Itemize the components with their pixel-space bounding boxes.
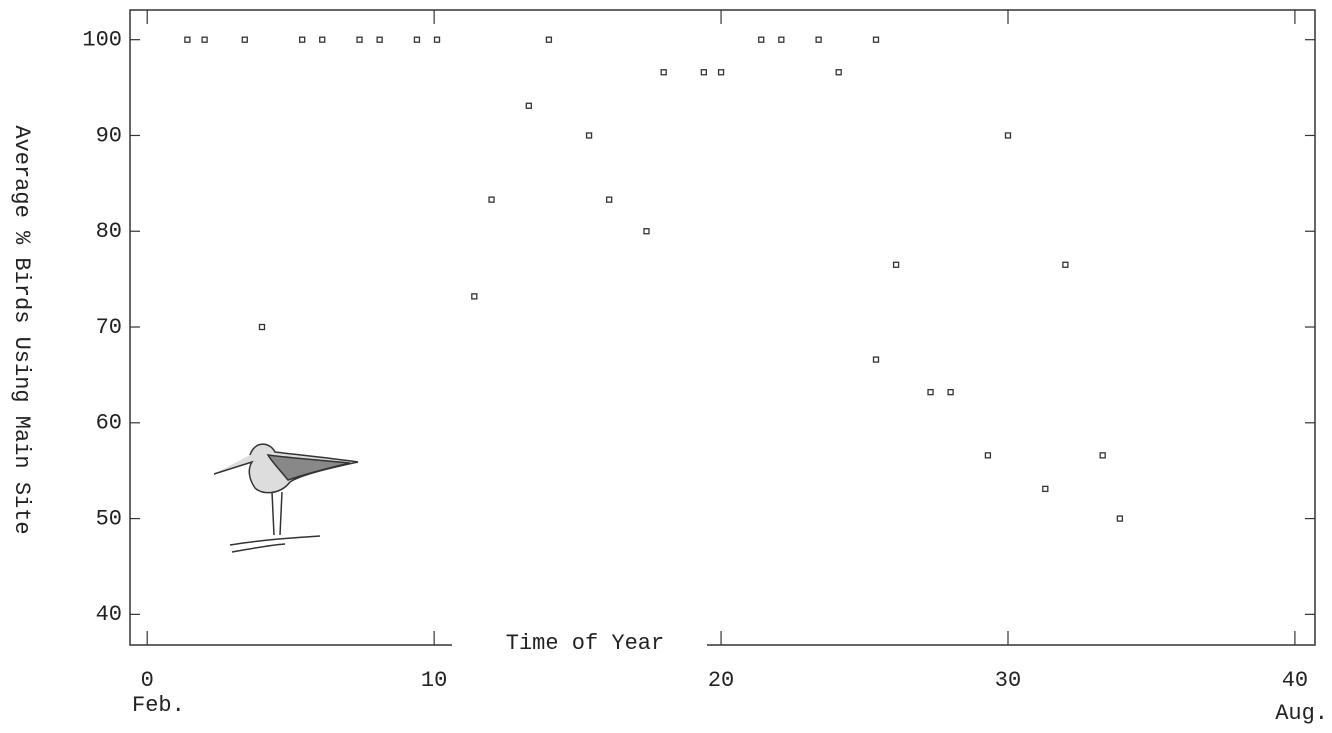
x-start-label: Feb.	[132, 693, 185, 718]
x-tick-label: 0	[141, 668, 154, 693]
bird-illustration	[214, 444, 358, 552]
y-tick-label: 50	[96, 506, 122, 531]
point	[1100, 453, 1105, 458]
x-tick-label: 10	[421, 668, 447, 693]
point	[701, 70, 706, 75]
point	[607, 197, 612, 202]
point	[377, 37, 382, 42]
point	[644, 229, 649, 234]
x-tick-label: 30	[995, 668, 1021, 693]
y-tick-label: 80	[96, 219, 122, 244]
x-axis-label: Time of Year	[506, 631, 664, 656]
point	[242, 37, 247, 42]
point	[874, 357, 879, 362]
point	[1043, 486, 1048, 491]
point	[435, 37, 440, 42]
y-tick-label: 100	[82, 28, 122, 53]
point	[1063, 262, 1068, 267]
point	[357, 37, 362, 42]
y-tick-label: 60	[96, 411, 122, 436]
point	[489, 197, 494, 202]
point	[414, 37, 419, 42]
x-tick-label: 40	[1282, 668, 1308, 693]
y-tick-label: 40	[96, 602, 122, 627]
point	[985, 453, 990, 458]
point	[661, 70, 666, 75]
point	[816, 37, 821, 42]
point	[259, 325, 264, 330]
point	[894, 262, 899, 267]
chart: Time of Year Average % Birds Using Main …	[0, 0, 1332, 728]
point	[472, 294, 477, 299]
y-axis-label: Average % Birds Using Main Site	[9, 125, 34, 534]
point	[1005, 133, 1010, 138]
point	[587, 133, 592, 138]
point	[948, 390, 953, 395]
point	[759, 37, 764, 42]
y-tick-label: 90	[96, 123, 122, 148]
point	[202, 37, 207, 42]
point	[928, 390, 933, 395]
point	[1117, 516, 1122, 521]
point	[719, 70, 724, 75]
point	[320, 37, 325, 42]
x-end-label: Aug.	[1275, 701, 1328, 726]
y-tick-label: 70	[96, 315, 122, 340]
plot-frame	[130, 10, 1315, 645]
point	[874, 37, 879, 42]
point	[546, 37, 551, 42]
point	[526, 103, 531, 108]
point	[300, 37, 305, 42]
point	[836, 70, 841, 75]
point	[779, 37, 784, 42]
x-tick-label: 20	[708, 668, 734, 693]
point	[185, 37, 190, 42]
